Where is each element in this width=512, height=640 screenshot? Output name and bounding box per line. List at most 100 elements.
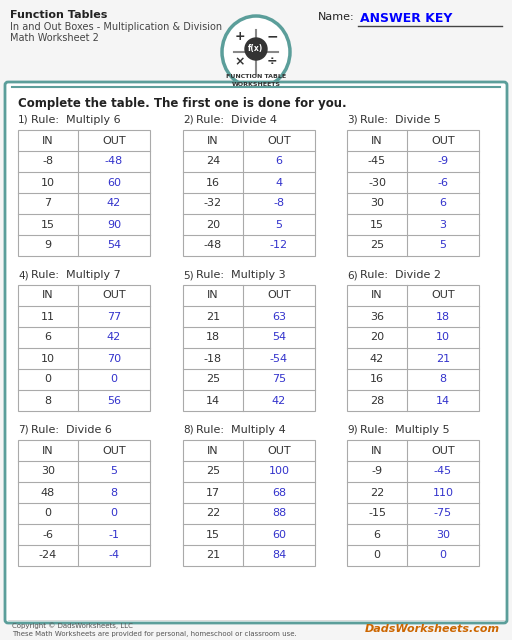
Text: IN: IN — [42, 136, 54, 145]
Text: -45: -45 — [368, 157, 386, 166]
Text: 7): 7) — [18, 425, 29, 435]
Bar — [18, 440, 150, 566]
Text: 0: 0 — [111, 374, 117, 385]
Text: 110: 110 — [433, 488, 454, 497]
Text: IN: IN — [207, 445, 219, 456]
Text: OUT: OUT — [102, 136, 126, 145]
Text: In and Out Boxes - Multiplication & Division: In and Out Boxes - Multiplication & Divi… — [10, 22, 222, 32]
Text: -48: -48 — [105, 157, 123, 166]
Text: 6: 6 — [373, 529, 380, 540]
Text: ANSWER KEY: ANSWER KEY — [360, 12, 453, 25]
Text: 70: 70 — [107, 353, 121, 364]
Text: 10: 10 — [41, 353, 55, 364]
Text: 17: 17 — [206, 488, 220, 497]
Text: -6: -6 — [42, 529, 53, 540]
Text: 15: 15 — [370, 220, 384, 230]
Text: 6): 6) — [347, 270, 357, 280]
Bar — [183, 130, 315, 256]
Ellipse shape — [222, 16, 290, 88]
Text: 22: 22 — [206, 509, 220, 518]
Text: 54: 54 — [107, 241, 121, 250]
Text: +: + — [234, 29, 245, 42]
Text: 3: 3 — [439, 220, 446, 230]
Text: 77: 77 — [107, 312, 121, 321]
Text: 30: 30 — [41, 467, 55, 477]
Text: 25: 25 — [206, 374, 220, 385]
Text: 88: 88 — [272, 509, 286, 518]
Text: 21: 21 — [436, 353, 450, 364]
Text: 28: 28 — [370, 396, 384, 406]
Text: -8: -8 — [273, 198, 285, 209]
Text: 100: 100 — [268, 467, 289, 477]
Text: 0: 0 — [373, 550, 380, 561]
Text: Name:: Name: — [318, 12, 355, 22]
Text: 90: 90 — [107, 220, 121, 230]
Text: 22: 22 — [370, 488, 384, 497]
Text: -32: -32 — [204, 198, 222, 209]
Text: -75: -75 — [434, 509, 452, 518]
Text: 2): 2) — [183, 115, 194, 125]
Text: 7: 7 — [45, 198, 52, 209]
Text: -1: -1 — [109, 529, 119, 540]
Text: 24: 24 — [206, 157, 220, 166]
Text: 21: 21 — [206, 550, 220, 561]
Text: -4: -4 — [109, 550, 120, 561]
Text: 0: 0 — [439, 550, 446, 561]
Text: Rule:  Multiply 5: Rule: Multiply 5 — [360, 425, 450, 435]
Text: 8: 8 — [111, 488, 118, 497]
Text: 14: 14 — [436, 396, 450, 406]
Text: 25: 25 — [370, 241, 384, 250]
Text: 42: 42 — [107, 333, 121, 342]
Text: 10: 10 — [436, 333, 450, 342]
Text: 0: 0 — [45, 509, 52, 518]
Text: 18: 18 — [436, 312, 450, 321]
Text: -6: -6 — [437, 177, 449, 188]
Text: 3): 3) — [347, 115, 357, 125]
Text: These Math Worksheets are provided for personal, homeschool or classroom use.: These Math Worksheets are provided for p… — [12, 631, 297, 637]
Text: 4): 4) — [18, 270, 29, 280]
Text: 6: 6 — [275, 157, 283, 166]
Text: IN: IN — [42, 291, 54, 301]
Text: OUT: OUT — [431, 136, 455, 145]
Text: 11: 11 — [41, 312, 55, 321]
Text: 15: 15 — [41, 220, 55, 230]
Text: 9): 9) — [347, 425, 357, 435]
Text: -9: -9 — [437, 157, 449, 166]
Text: -24: -24 — [39, 550, 57, 561]
Text: 21: 21 — [206, 312, 220, 321]
Text: OUT: OUT — [267, 291, 291, 301]
Text: IN: IN — [371, 291, 383, 301]
Text: 18: 18 — [206, 333, 220, 342]
Text: 16: 16 — [206, 177, 220, 188]
Text: IN: IN — [371, 136, 383, 145]
Text: 30: 30 — [436, 529, 450, 540]
Text: 48: 48 — [41, 488, 55, 497]
Text: 42: 42 — [272, 396, 286, 406]
Text: 54: 54 — [272, 333, 286, 342]
Text: 0: 0 — [45, 374, 52, 385]
Text: OUT: OUT — [431, 445, 455, 456]
Text: 8: 8 — [439, 374, 446, 385]
Bar — [18, 130, 150, 256]
Text: ×: × — [234, 56, 245, 68]
Bar — [183, 285, 315, 411]
Text: FUNCTION TABLE: FUNCTION TABLE — [226, 74, 286, 79]
Text: 42: 42 — [370, 353, 384, 364]
Text: OUT: OUT — [267, 445, 291, 456]
Text: OUT: OUT — [267, 136, 291, 145]
Text: 14: 14 — [206, 396, 220, 406]
Text: Math Worksheet 2: Math Worksheet 2 — [10, 33, 99, 43]
Text: Copyright © DadsWorksheets, LLC: Copyright © DadsWorksheets, LLC — [12, 622, 133, 628]
Text: 1): 1) — [18, 115, 29, 125]
Text: Rule:  Multiply 4: Rule: Multiply 4 — [196, 425, 286, 435]
Text: IN: IN — [42, 445, 54, 456]
Text: -12: -12 — [270, 241, 288, 250]
Bar — [347, 130, 479, 256]
Text: 36: 36 — [370, 312, 384, 321]
FancyBboxPatch shape — [5, 82, 507, 623]
Text: IN: IN — [207, 136, 219, 145]
Text: Complete the table. The first one is done for you.: Complete the table. The first one is don… — [18, 97, 347, 110]
Text: Function Tables: Function Tables — [10, 10, 108, 20]
Text: 0: 0 — [111, 509, 117, 518]
Text: -9: -9 — [371, 467, 382, 477]
